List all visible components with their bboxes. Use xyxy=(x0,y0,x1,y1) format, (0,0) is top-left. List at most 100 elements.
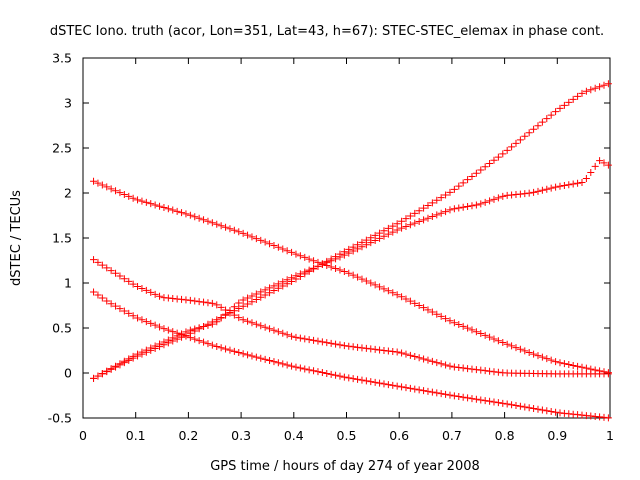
data-point xyxy=(424,214,432,222)
data-point xyxy=(340,251,348,259)
data-point xyxy=(283,247,291,255)
data-point xyxy=(437,390,445,398)
data-point xyxy=(327,263,335,271)
data-point xyxy=(376,346,384,354)
axis-ticks: 0 0.1 0.2 0.3 0.4 0.5 0.6 0.7 0.8 0.9 1 -0.5 0 0.5 1 1.… xyxy=(48,51,614,444)
data-point xyxy=(393,382,401,390)
data-point xyxy=(565,181,573,189)
data-point xyxy=(222,345,230,353)
data-point xyxy=(349,247,357,255)
data-point xyxy=(499,399,507,407)
data-point xyxy=(446,317,454,325)
data-point xyxy=(261,355,269,363)
data-point xyxy=(569,361,577,369)
data-point xyxy=(332,255,340,263)
data-point xyxy=(371,345,379,353)
data-point xyxy=(508,143,516,151)
data-point xyxy=(147,200,155,208)
data-point xyxy=(569,95,577,103)
data-point xyxy=(604,161,612,169)
data-point xyxy=(428,388,436,396)
data-point xyxy=(134,350,142,358)
data-point xyxy=(151,290,159,298)
data-point xyxy=(160,204,168,212)
data-point xyxy=(525,349,533,357)
data-point xyxy=(274,243,282,251)
data-point xyxy=(468,202,476,210)
data-point xyxy=(411,385,419,393)
data-point xyxy=(283,331,291,339)
data-point xyxy=(151,342,159,350)
data-point xyxy=(437,194,445,202)
data-point xyxy=(323,259,331,267)
data-point xyxy=(574,92,582,100)
data-point xyxy=(543,407,551,415)
data-point xyxy=(384,230,392,238)
data-point xyxy=(420,304,428,312)
data-point xyxy=(156,202,164,210)
data-point xyxy=(464,176,472,184)
data-point xyxy=(486,333,494,341)
data-point xyxy=(503,400,511,408)
data-point xyxy=(398,349,406,357)
data-point xyxy=(398,224,406,232)
data-point xyxy=(90,177,98,185)
data-point xyxy=(442,191,450,199)
data-point xyxy=(257,236,265,244)
data-point xyxy=(464,324,472,332)
data-point xyxy=(239,350,247,358)
data-point xyxy=(208,320,216,328)
series-3 xyxy=(90,288,612,422)
data-point xyxy=(362,377,370,385)
y-tick-label: 2 xyxy=(64,186,72,201)
data-point xyxy=(301,253,309,261)
data-point xyxy=(244,300,252,308)
data-point xyxy=(296,252,304,260)
y-axis-label: dSTEC / TECUs xyxy=(9,190,24,286)
data-point xyxy=(151,321,159,329)
data-point xyxy=(305,336,313,344)
y-tick-label: 3.5 xyxy=(52,51,72,66)
data-point xyxy=(393,220,401,228)
data-point xyxy=(94,372,102,380)
data-point xyxy=(459,322,467,330)
data-point xyxy=(191,297,199,305)
data-point xyxy=(556,359,564,367)
data-point xyxy=(186,211,194,219)
data-point xyxy=(134,196,142,204)
data-point xyxy=(512,139,520,147)
data-point xyxy=(494,337,502,345)
data-point xyxy=(305,255,313,263)
data-point xyxy=(266,356,274,364)
data-point xyxy=(433,389,441,397)
data-point xyxy=(274,280,282,288)
data-point xyxy=(292,363,300,371)
data-point xyxy=(477,200,485,208)
data-point xyxy=(389,348,397,356)
data-point xyxy=(164,205,172,213)
y-tick-label: 1.5 xyxy=(52,231,72,246)
data-point xyxy=(574,362,582,370)
data-point xyxy=(327,370,335,378)
data-point xyxy=(565,98,573,106)
data-point xyxy=(433,359,441,367)
data-point xyxy=(530,350,538,358)
data-point xyxy=(556,104,564,112)
data-point xyxy=(217,314,225,322)
data-point xyxy=(380,232,388,240)
data-point xyxy=(393,226,401,234)
data-point xyxy=(354,375,362,383)
data-point xyxy=(428,308,436,316)
data-point xyxy=(481,397,489,405)
data-point xyxy=(472,366,480,374)
data-point xyxy=(332,340,340,348)
data-point xyxy=(406,351,414,359)
data-point xyxy=(279,329,287,337)
data-point xyxy=(384,287,392,295)
data-point xyxy=(266,284,274,292)
series-1 xyxy=(90,177,612,377)
x-tick-label: 0.7 xyxy=(442,428,462,443)
data-point xyxy=(336,266,344,274)
data-point xyxy=(358,275,366,283)
data-point xyxy=(552,108,560,116)
